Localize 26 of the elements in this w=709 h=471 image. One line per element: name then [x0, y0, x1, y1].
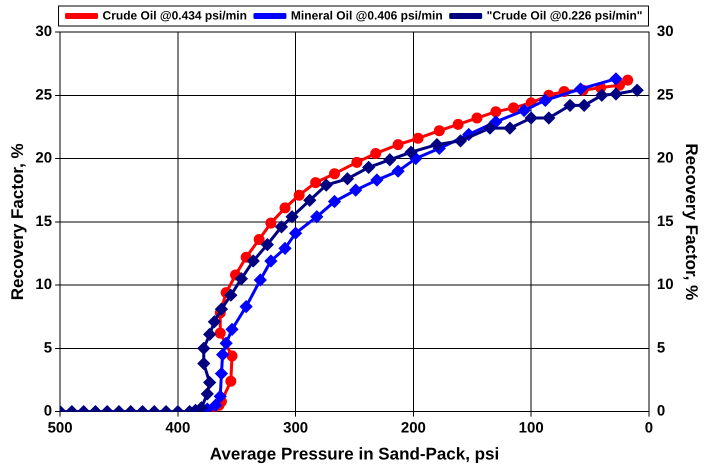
y-tick-label: 15: [35, 212, 52, 230]
y-tick-label: 10: [35, 276, 52, 294]
x-tick-label: 100: [518, 420, 544, 437]
y-tick-label: 5: [44, 339, 52, 356]
x-tick-label: 200: [400, 420, 426, 437]
y2-axis-title: Recovery Factor, %: [682, 143, 702, 300]
y2-tick-label: 5: [656, 339, 666, 356]
y-tick-label: 30: [35, 23, 52, 40]
x-tick-label: 300: [283, 420, 308, 437]
y2-tick-label: 25: [656, 86, 674, 104]
legend-label: Mineral Oil @0.406 psi/min: [290, 8, 443, 22]
y2-tick-label: 15: [656, 212, 674, 230]
y-axis-title: Recovery Factor, %: [8, 143, 27, 300]
legend-label: "Crude Oil @0.226 psi/min": [486, 8, 642, 22]
x-axis-title: Average Pressure in Sand-Pack, psi: [210, 444, 500, 464]
y2-tick-label: 20: [656, 150, 674, 167]
x-tick-label: 0: [644, 420, 654, 437]
x-tick-label: 500: [48, 420, 73, 437]
y-tick-label: 25: [35, 86, 52, 104]
y2-tick-label: 0: [656, 402, 666, 420]
y-tick-label: 0: [44, 402, 52, 420]
y-tick-label: 20: [35, 150, 52, 167]
legend-label: Crude Oil @0.434 psi/min: [102, 8, 247, 22]
x-tick-label: 400: [165, 420, 190, 437]
y2-tick-label: 30: [656, 23, 674, 40]
y2-tick-label: 10: [656, 276, 674, 294]
